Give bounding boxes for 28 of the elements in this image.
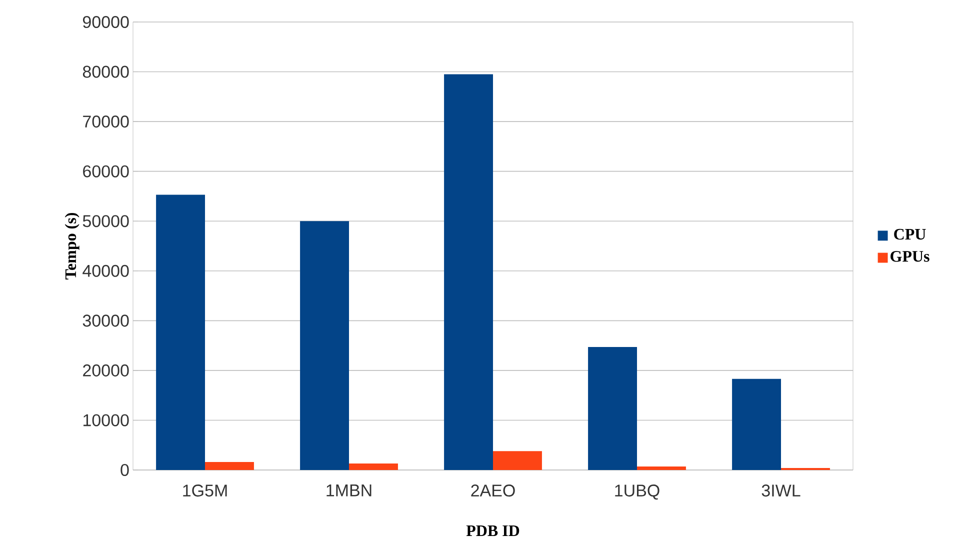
- x-axis-title: PDB ID: [466, 525, 520, 536]
- bar: [156, 194, 206, 470]
- bar: [732, 378, 781, 470]
- y-tick-label: 80000: [82, 66, 129, 78]
- x-tick-label: 1UBQ: [615, 484, 660, 500]
- x-tick-label: 1G5M: [183, 484, 227, 497]
- bar: [637, 466, 686, 470]
- bar: [205, 462, 254, 470]
- x-tick-label: 2AEO: [471, 484, 515, 497]
- y-tick-label: 10000: [84, 414, 129, 426]
- x-tick-label: 1MBN: [326, 484, 372, 496]
- y-tick-label: 20000: [83, 364, 129, 376]
- legend-label: GPUs: [890, 251, 930, 262]
- bar: [588, 347, 637, 470]
- y-tick-label: 50000: [82, 215, 129, 228]
- y-tick-label: 40000: [82, 264, 129, 277]
- y-tick-label: 0: [120, 464, 129, 476]
- legend-label: CPU: [894, 228, 926, 240]
- y-tick-label: 30000: [82, 314, 129, 327]
- y-tick-label: 60000: [83, 165, 129, 178]
- bar: [493, 451, 542, 470]
- y-axis-title: Tempo (s): [64, 213, 80, 280]
- y-tick-label: 90000: [82, 16, 129, 28]
- bar: [300, 221, 349, 470]
- bar: [444, 74, 493, 470]
- bar: [349, 464, 398, 470]
- y-tick-label: 70000: [83, 116, 129, 128]
- x-tick-label: 3IWL: [762, 484, 800, 497]
